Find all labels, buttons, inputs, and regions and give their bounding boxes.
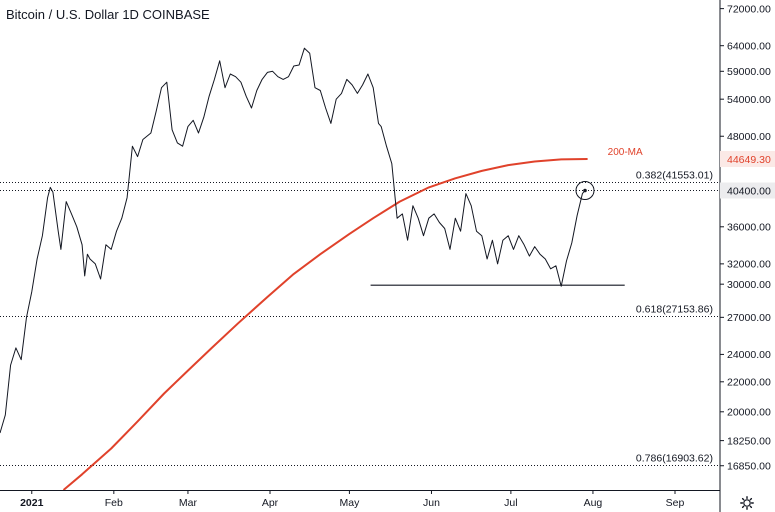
ma-price-badge-bg <box>720 151 775 168</box>
x-tick-label: Jul <box>504 497 517 509</box>
y-tick-label: 30000.00 <box>727 279 771 291</box>
x-tick-label: May <box>339 497 360 509</box>
x-tick-label: 2021 <box>20 497 44 509</box>
x-tick-label: Mar <box>179 497 198 509</box>
moving-average-line <box>62 158 588 491</box>
last-price-badge: 40400.00 <box>727 185 771 197</box>
fib-level-label: 0.618(27153.86) <box>636 304 713 316</box>
y-tick-label: 64000.00 <box>727 40 771 52</box>
y-tick-label: 22000.00 <box>727 377 771 389</box>
moving-average-group: 200-MA <box>62 147 643 491</box>
x-tick-label: Sep <box>666 497 685 509</box>
price-badges: 44649.30 40400.00 <box>720 151 775 199</box>
fib-level-label: 0.786(16903.62) <box>636 453 713 465</box>
x-tick-label: Aug <box>584 497 603 509</box>
y-tick-label: 54000.00 <box>727 94 771 106</box>
y-tick-label: 48000.00 <box>727 131 771 143</box>
x-tick-label: Feb <box>105 497 123 509</box>
price-axis[interactable]: 72000.00 64000.00 59000.00 54000.00 48000.00… <box>720 3 771 473</box>
y-tick-label: 16850.00 <box>727 461 771 473</box>
x-tick-label: Apr <box>262 497 279 509</box>
y-tick-label: 20000.00 <box>727 407 771 419</box>
y-tick-label: 72000.00 <box>727 3 771 15</box>
ma-price-badge: 44649.30 <box>727 154 771 166</box>
y-tick-label: 18250.00 <box>727 435 771 447</box>
price-series-group <box>0 47 586 434</box>
y-tick-label: 24000.00 <box>727 349 771 361</box>
last-price-marker-ring <box>575 180 595 200</box>
last-price-marker-group <box>575 180 595 200</box>
settings-gear-icon[interactable] <box>740 496 754 510</box>
x-tick-label: Jun <box>423 497 440 509</box>
price-line <box>0 47 586 434</box>
y-tick-label: 32000.00 <box>727 259 771 271</box>
last-price-marker-dot <box>583 188 587 193</box>
chart-title: Bitcoin / U.S. Dollar 1D COINBASE <box>6 7 210 22</box>
time-axis[interactable]: 2021 Feb Mar Apr May Jun Jul Aug Sep <box>20 490 684 509</box>
fib-level-label: 0.382(41553.01) <box>636 170 713 182</box>
fib-levels: 0.382(41553.01) 0.618(27153.86) 0.786(1690… <box>0 170 720 466</box>
y-tick-label: 59000.00 <box>727 66 771 78</box>
y-tick-label: 27000.00 <box>727 312 771 324</box>
moving-average-label: 200-MA <box>608 147 643 158</box>
y-tick-label: 36000.00 <box>727 222 771 234</box>
last-price-badge-bg <box>720 182 775 199</box>
